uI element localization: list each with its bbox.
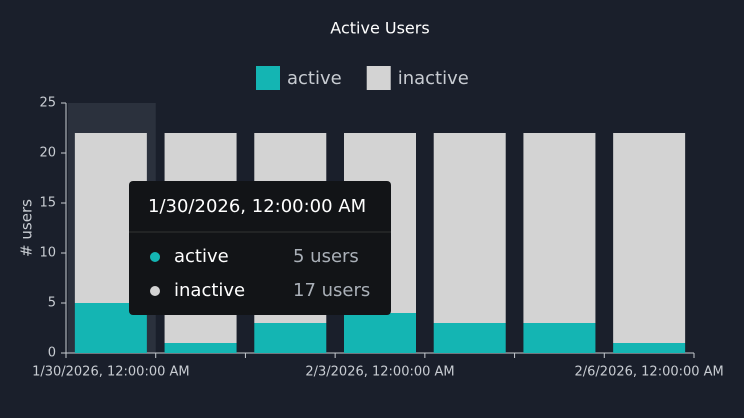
tooltip-box [129,181,391,315]
bar-segment [523,133,596,323]
bar-segment [523,323,596,353]
tooltip-dot [150,286,160,296]
bar-segment [344,313,416,353]
tooltip-value: 17 users [293,280,370,301]
tooltip-series-name: active [174,246,229,267]
legend-label: active [287,68,342,89]
y-tick-label: 15 [39,196,56,211]
x-tick-label: 1/30/2026, 12:00:00 AM [32,365,190,380]
tooltip: 1/30/2026, 12:00:00 AM active 5 users inac… [129,181,391,315]
bar-segment [433,323,506,353]
y-tick-label: 0 [48,346,56,361]
y-tick-label: 20 [39,146,56,161]
y-tick-label: 5 [48,296,56,311]
x-tick-label: 2/6/2026, 12:00:00 AM [575,365,724,380]
y-axis-label: # users [18,199,36,257]
bar-segment [254,323,327,353]
tooltip-value: 5 users [293,246,359,267]
legend-label: inactive [398,68,469,89]
tooltip-series-name: inactive [174,280,245,301]
legend-swatch [256,66,280,90]
x-tick-label: 2/3/2026, 12:00:00 AM [305,365,454,380]
bar-segment [613,343,686,353]
y-tick-label: 25 [39,96,56,111]
legend-swatch [366,66,391,90]
bar-segment [613,133,686,343]
y-tick-label: 10 [39,246,56,261]
legend: active inactive [256,66,469,90]
tooltip-title: 1/30/2026, 12:00:00 AM [148,196,366,217]
tooltip-dot [150,252,160,262]
bar-segment [164,343,237,353]
chart-title: Active Users [330,19,429,38]
bar-segment [433,133,506,323]
